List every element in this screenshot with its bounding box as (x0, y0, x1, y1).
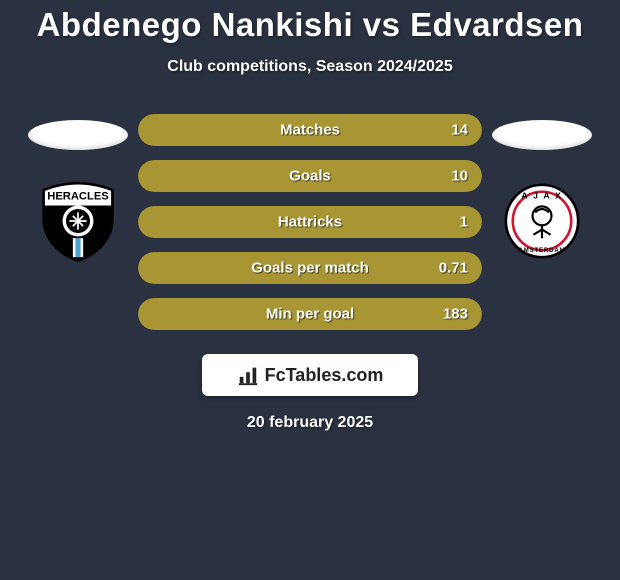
right-club-badge: A J A X AMSTERDAM (492, 178, 592, 264)
stat-value: 183 (443, 306, 468, 323)
brand-text: FcTables.com (265, 365, 384, 386)
left-player-column: HERACLES (18, 108, 138, 264)
stat-label: Goals per match (251, 260, 369, 277)
stat-label: Min per goal (266, 306, 354, 323)
stat-bar-matches: Matches 14 (138, 114, 482, 146)
comparison-card: Abdenego Nankishi vs Edvardsen Club comp… (0, 0, 620, 432)
footer-date: 20 february 2025 (0, 414, 620, 432)
left-club-badge: HERACLES (28, 178, 128, 264)
stat-value: 14 (451, 122, 468, 139)
page-title: Abdenego Nankishi vs Edvardsen (0, 6, 620, 44)
right-player-column: A J A X AMSTERDAM (482, 108, 602, 264)
page-subtitle: Club competitions, Season 2024/2025 (0, 58, 620, 76)
bar-chart-icon (237, 364, 259, 386)
heracles-crest-icon: HERACLES (28, 178, 128, 264)
stat-label: Matches (280, 122, 340, 139)
stat-bar-goals-per-match: Goals per match 0.71 (138, 252, 482, 284)
stat-bar-min-per-goal: Min per goal 183 (138, 298, 482, 330)
stat-value: 0.71 (439, 260, 468, 277)
stat-label: Hattricks (278, 214, 342, 231)
stat-label: Goals (289, 168, 331, 185)
comparison-row: HERACLES Matches 14 (0, 108, 620, 330)
right-player-avatar (492, 120, 592, 150)
stat-value: 1 (460, 214, 468, 231)
svg-text:AMSTERDAM: AMSTERDAM (519, 248, 566, 254)
svg-text:HERACLES: HERACLES (47, 191, 109, 203)
stats-column: Matches 14 Goals 10 Hattricks 1 Goals pe… (138, 108, 482, 330)
stat-bar-goals: Goals 10 (138, 160, 482, 192)
svg-text:A J A X: A J A X (521, 191, 562, 201)
left-player-avatar (28, 120, 128, 150)
stat-bar-hattricks: Hattricks 1 (138, 206, 482, 238)
brand-badge[interactable]: FcTables.com (202, 354, 418, 396)
ajax-crest-icon: A J A X AMSTERDAM (492, 178, 592, 264)
stat-value: 10 (451, 168, 468, 185)
